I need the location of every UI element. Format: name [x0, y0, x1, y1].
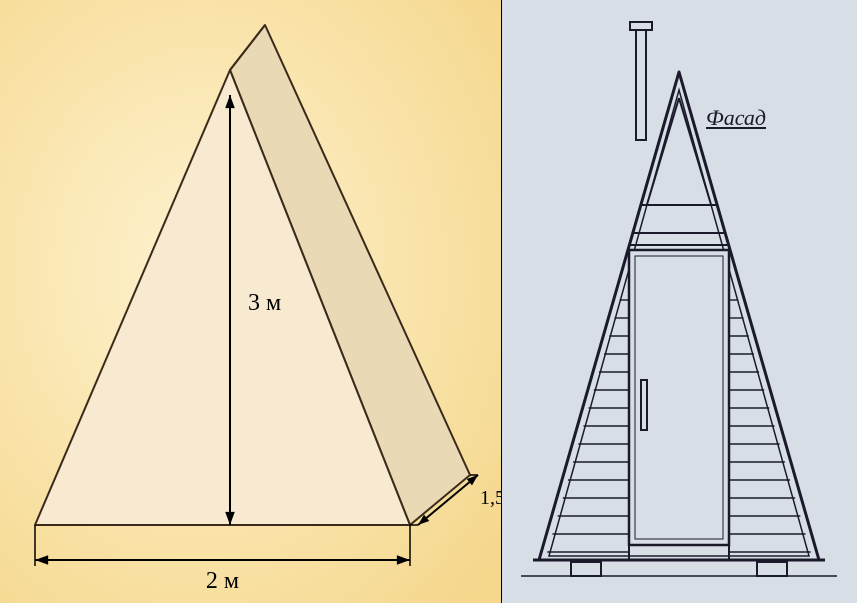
- svg-text:1,5 м: 1,5 м: [480, 487, 501, 509]
- facade-panel: Фасад: [501, 0, 857, 603]
- dimensioned-prism-panel: 3 м 2 м 1,5 м: [0, 0, 501, 603]
- svg-text:2 м: 2 м: [206, 568, 239, 594]
- svg-text:3 м: 3 м: [248, 290, 281, 316]
- facade-diagram: [501, 0, 857, 603]
- facade-title: Фасад: [706, 105, 766, 131]
- prism-diagram: 3 м 2 м 1,5 м: [0, 0, 501, 603]
